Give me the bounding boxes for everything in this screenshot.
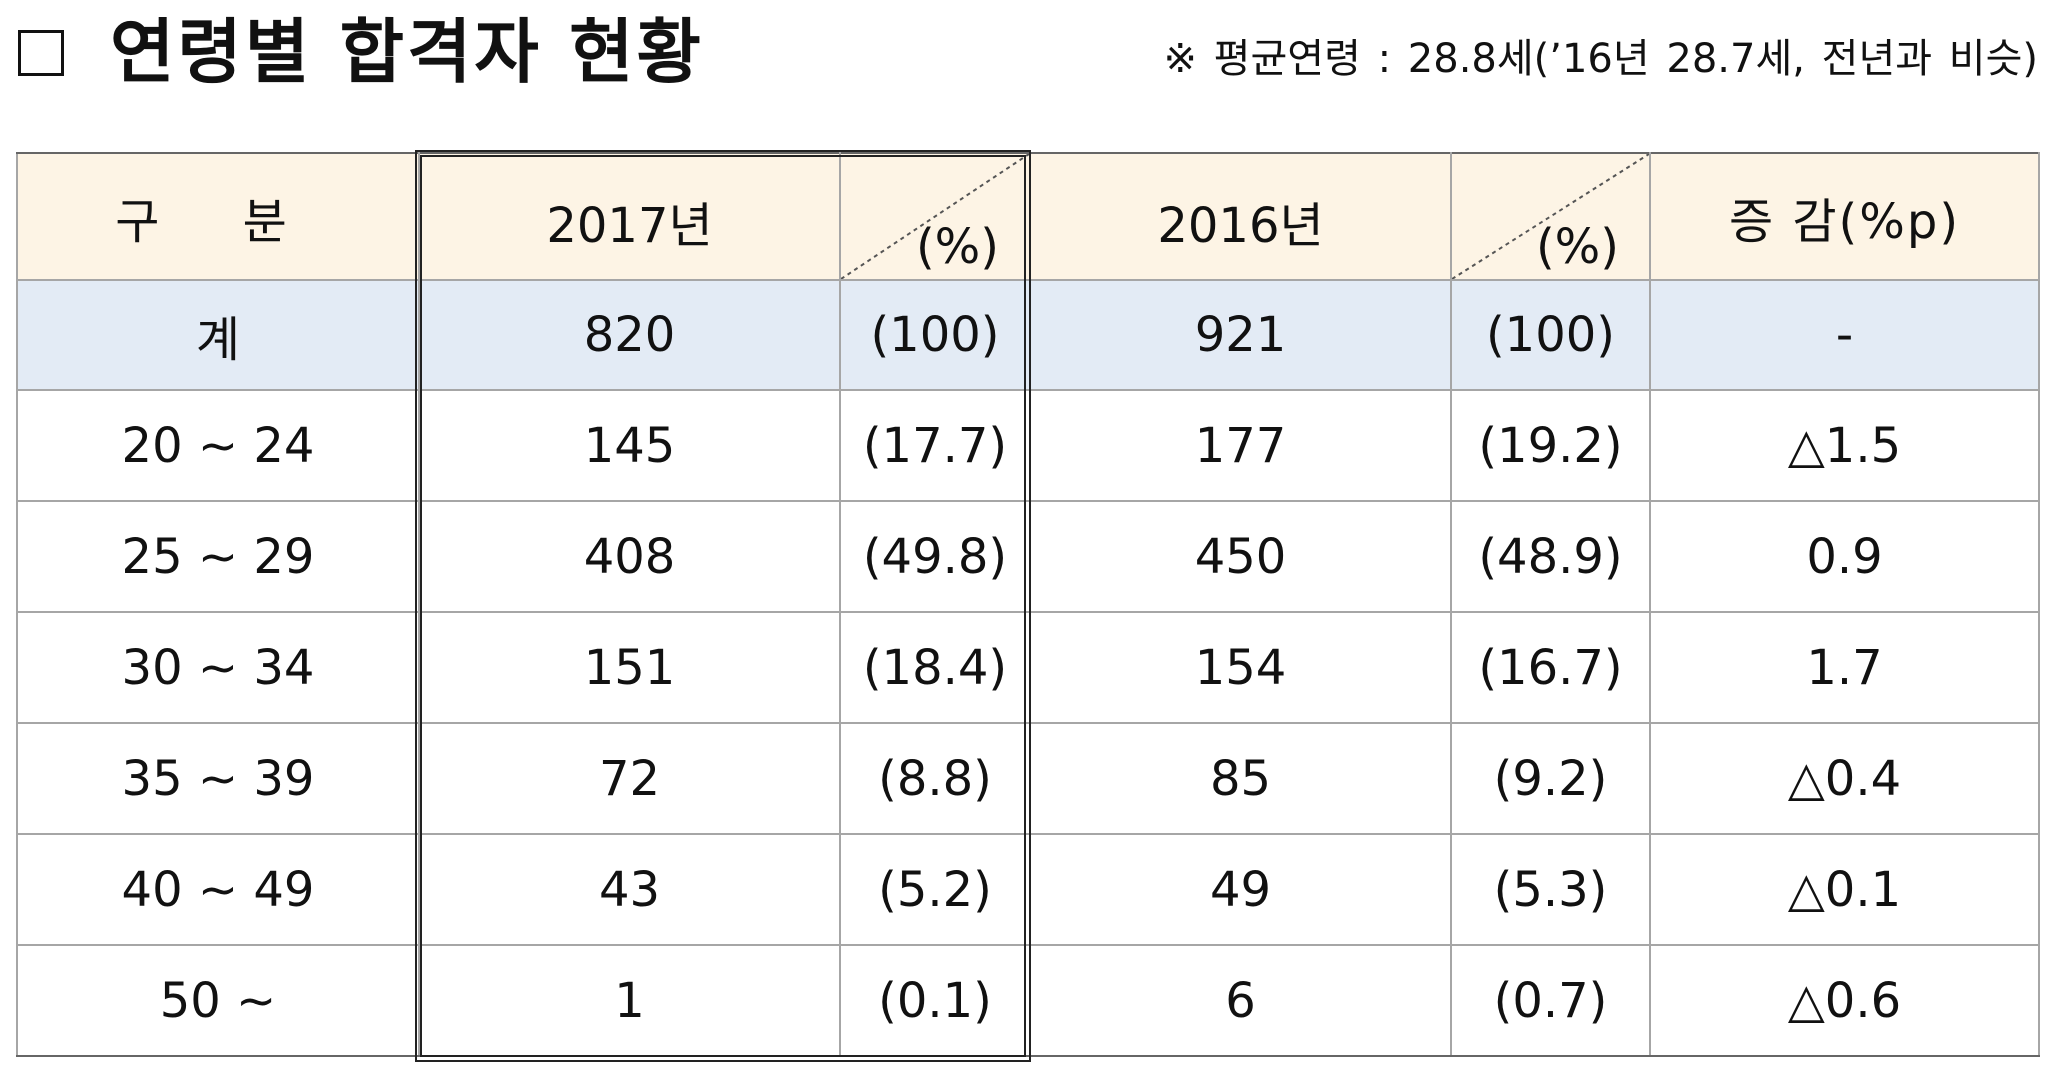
page-title: 연령별 합격자 현황 [110, 11, 704, 93]
pct-2016: (9.2) [1450, 722, 1651, 835]
count-2016: 177 [1029, 389, 1452, 502]
age-stats-table: 구 분 2017년 (%) 2016년 (%) 증 감(%p) 계 820 (1… [16, 152, 2040, 1057]
table-row: 40 ~ 49 43 (5.2) 49 (5.3) △0.1 [16, 833, 2040, 946]
pct-2017: (18.4) [839, 611, 1031, 724]
pct-2016: (48.9) [1450, 500, 1651, 613]
age-group: 40 ~ 49 [16, 833, 420, 946]
table-row: 20 ~ 24 145 (17.7) 177 (19.2) △1.5 [16, 389, 2040, 502]
count-2017: 43 [418, 833, 841, 946]
pct-2017: (49.8) [839, 500, 1031, 613]
total-pct-2017: (100) [839, 279, 1031, 391]
pct-2016: (5.3) [1450, 833, 1651, 946]
table-row: 30 ~ 34 151 (18.4) 154 (16.7) 1.7 [16, 611, 2040, 724]
pct-2017: (0.1) [839, 944, 1031, 1057]
header-2016: 2016년 [1029, 152, 1452, 281]
count-2016: 49 [1029, 833, 1452, 946]
diff-value: △0.4 [1649, 722, 2040, 835]
header-2017: 2017년 [418, 152, 841, 281]
diagonal-divider-icon [841, 154, 1029, 279]
age-group: 20 ~ 24 [16, 389, 420, 502]
table-row: 25 ~ 29 408 (49.8) 450 (48.9) 0.9 [16, 500, 2040, 613]
pct-unit-label: (%) [915, 219, 999, 275]
count-2017: 408 [418, 500, 841, 613]
count-2016: 6 [1029, 944, 1452, 1057]
pct-2016: (16.7) [1450, 611, 1651, 724]
count-2017: 145 [418, 389, 841, 502]
header-2017-pct: (%) [839, 152, 1031, 281]
header-category: 구 분 [16, 152, 420, 281]
total-row: 계 820 (100) 921 (100) - [16, 279, 2040, 391]
diagonal-divider-icon [1452, 154, 1649, 279]
pct-2017: (17.7) [839, 389, 1031, 502]
pct-2017: (5.2) [839, 833, 1031, 946]
pct-2016: (0.7) [1450, 944, 1651, 1057]
total-pct-2016: (100) [1450, 279, 1651, 391]
count-2016: 154 [1029, 611, 1452, 724]
count-2016: 450 [1029, 500, 1452, 613]
age-group: 30 ~ 34 [16, 611, 420, 724]
total-diff: - [1649, 279, 2040, 391]
title-checkbox-icon [18, 30, 64, 76]
pct-2016: (19.2) [1450, 389, 1651, 502]
count-2017: 72 [418, 722, 841, 835]
table-header-row: 구 분 2017년 (%) 2016년 (%) 증 감(%p) [16, 152, 2040, 281]
age-group: 25 ~ 29 [16, 500, 420, 613]
total-count-2017: 820 [418, 279, 841, 391]
count-2017: 151 [418, 611, 841, 724]
pct-unit-label: (%) [1535, 219, 1619, 275]
table-row: 35 ~ 39 72 (8.8) 85 (9.2) △0.4 [16, 722, 2040, 835]
age-group: 35 ~ 39 [16, 722, 420, 835]
header-2016-pct: (%) [1450, 152, 1651, 281]
diff-value: △1.5 [1649, 389, 2040, 502]
average-age-note: ※ 평균연령 : 28.8세(’16년 28.7세, 전년과 비슷) [1163, 36, 2038, 82]
age-group: 50 ~ [16, 944, 420, 1057]
total-label: 계 [16, 279, 420, 391]
header-diff: 증 감(%p) [1649, 152, 2040, 281]
count-2017: 1 [418, 944, 841, 1057]
total-count-2016: 921 [1029, 279, 1452, 391]
table-row: 50 ~ 1 (0.1) 6 (0.7) △0.6 [16, 944, 2040, 1057]
diff-value: 1.7 [1649, 611, 2040, 724]
pct-2017: (8.8) [839, 722, 1031, 835]
diff-value: △0.6 [1649, 944, 2040, 1057]
diff-value: △0.1 [1649, 833, 2040, 946]
diff-value: 0.9 [1649, 500, 2040, 613]
count-2016: 85 [1029, 722, 1452, 835]
